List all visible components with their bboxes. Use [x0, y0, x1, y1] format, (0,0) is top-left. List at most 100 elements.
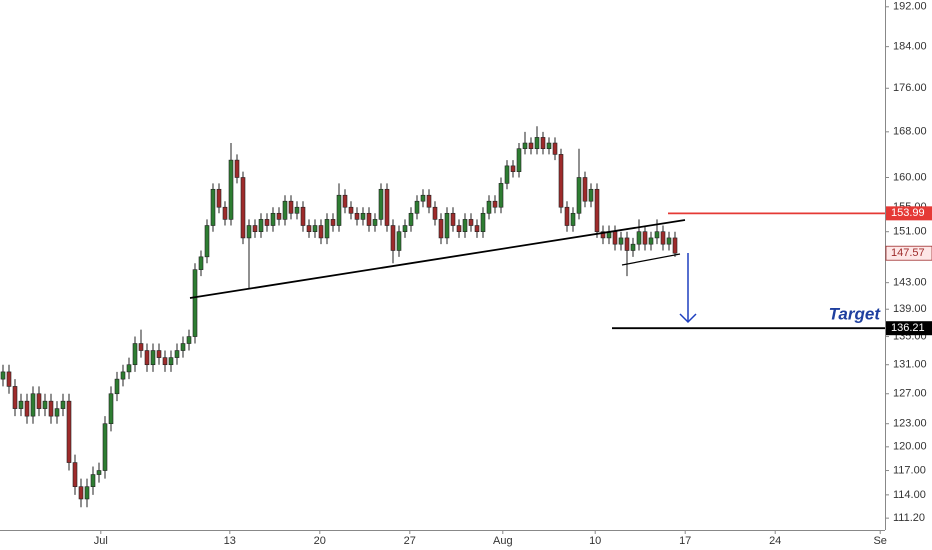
candle-body	[594, 188, 600, 232]
x-tick-label: 17	[679, 535, 691, 547]
candle-body	[36, 393, 42, 409]
candle-body	[522, 142, 528, 149]
candle-body	[96, 470, 102, 475]
candle-body	[366, 212, 372, 226]
y-tick-label: 143.00	[893, 277, 927, 289]
candle-body	[378, 188, 384, 220]
candle-body	[288, 200, 294, 214]
candle-body	[114, 378, 120, 395]
candle-body	[66, 400, 72, 463]
candle-body	[138, 343, 144, 351]
candle-body	[60, 400, 66, 409]
candle-body	[432, 206, 438, 220]
candle-body	[78, 486, 84, 500]
level-price-tag	[886, 206, 932, 221]
candle-body	[108, 393, 114, 425]
level-price-tag	[886, 321, 932, 336]
candle-body	[618, 237, 624, 245]
candle-body	[360, 212, 366, 220]
candle-body	[120, 371, 126, 380]
candle-body	[546, 142, 552, 149]
candle-body	[312, 225, 318, 232]
candle-body	[474, 225, 480, 232]
y-tick-label: 120.00	[893, 441, 927, 453]
y-tick-label: 114.00	[893, 489, 926, 501]
annotation: Target	[829, 304, 882, 323]
candle-body	[420, 194, 426, 202]
x-tick-label: Aug	[493, 535, 513, 547]
candle-body	[552, 142, 558, 155]
candle-body	[330, 219, 336, 226]
x-tick-label: 24	[769, 535, 781, 547]
y-tick-label: 192.00	[893, 1, 927, 13]
y-tick-label: 117.00	[893, 464, 926, 476]
candle-body	[180, 343, 186, 351]
y-tick-label: 131.00	[893, 359, 927, 371]
y-tick-label: 184.00	[893, 41, 927, 53]
candle-body	[570, 212, 576, 226]
candle-body	[306, 225, 312, 232]
candle-body	[174, 350, 180, 358]
candle-body	[660, 231, 666, 245]
y-tick-label: 123.00	[893, 418, 927, 430]
candle-body	[210, 188, 216, 226]
candle-body	[24, 400, 30, 417]
level-price-label: 153.99	[891, 207, 925, 219]
candle-body	[642, 231, 648, 245]
candle-body	[468, 219, 474, 226]
candle-body	[486, 200, 492, 214]
candle-body	[348, 206, 354, 214]
last-price-label: 147.57	[891, 247, 925, 259]
y-tick-label: 176.00	[893, 82, 927, 94]
y-tick-label: 111.20	[893, 512, 925, 524]
candle-body	[186, 336, 192, 344]
candle-body	[264, 219, 270, 226]
candle-body	[402, 225, 408, 232]
candle-body	[324, 219, 330, 239]
y-tick-label: 160.00	[893, 171, 927, 183]
candle-body	[168, 357, 174, 366]
candle-body	[648, 237, 654, 245]
candle-body	[630, 243, 636, 251]
candle-body	[252, 225, 258, 232]
candle-body	[84, 486, 90, 500]
candle-body	[132, 343, 138, 366]
y-tick-label: 151.00	[893, 226, 927, 238]
candle-body	[198, 256, 204, 270]
channel-line	[621, 253, 681, 266]
candle-body	[0, 371, 6, 380]
candle-body	[72, 462, 78, 487]
candle-body	[150, 350, 156, 366]
candle-body	[564, 206, 570, 226]
y-tick-label: 127.00	[893, 388, 927, 400]
candle-body	[6, 371, 12, 387]
last-price-tag	[885, 245, 932, 261]
x-tick-label: Se	[873, 535, 886, 547]
candle-body	[126, 364, 132, 373]
candle-body	[294, 206, 300, 214]
candle-body	[414, 200, 420, 214]
candle-body	[240, 177, 246, 239]
candle-body	[192, 269, 198, 337]
candle-body	[162, 357, 168, 366]
candle-body	[342, 194, 348, 208]
candle-body	[258, 219, 264, 232]
candle-body	[282, 200, 288, 220]
candle-body	[90, 474, 96, 487]
candle-body	[666, 237, 672, 245]
candle-body	[492, 200, 498, 208]
candle-body	[390, 225, 396, 251]
candle-body	[600, 231, 606, 239]
candle-body	[510, 165, 516, 172]
candle-body	[144, 350, 150, 366]
candle-body	[624, 237, 630, 251]
candle-body	[654, 231, 660, 239]
y-tick-label: 168.00	[893, 126, 927, 138]
candle-body	[456, 225, 462, 232]
candle-body	[384, 188, 390, 226]
candle-body	[336, 194, 342, 226]
candle-body	[612, 231, 618, 245]
candle-body	[534, 137, 540, 149]
candle-body	[156, 350, 162, 358]
